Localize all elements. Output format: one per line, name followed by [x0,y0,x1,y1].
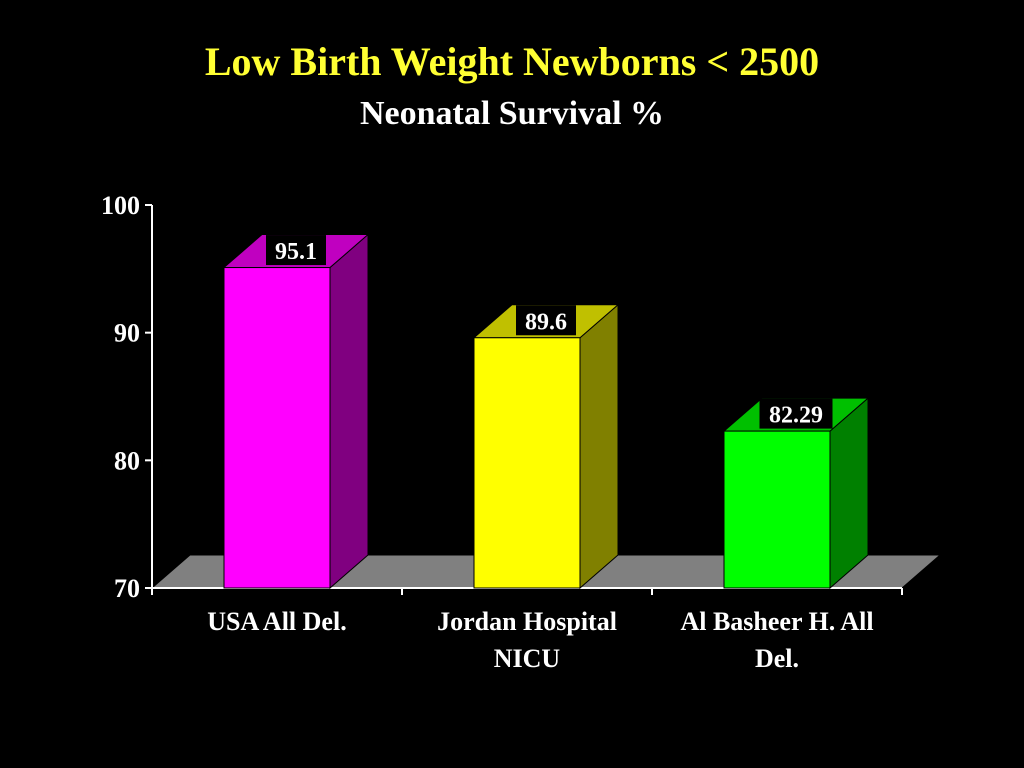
y-tick-label: 90 [114,319,140,348]
value-label-box [266,235,326,266]
value-label-box [759,398,833,429]
value-label-box [516,305,576,336]
value-label: 89.6 [525,309,567,335]
chart-title: Low Birth Weight Newborns < 2500 [204,39,820,84]
x-category-label: Al Basheer H. All [680,607,873,636]
bar [473,337,581,589]
value-label: 95.1 [275,239,317,265]
x-category-label: NICU [494,644,561,673]
x-category-label: Del. [755,644,799,673]
y-tick-label: 100 [101,191,140,220]
x-category-label: USA All Del. [207,607,346,636]
x-category-label: Jordan Hospital [437,607,617,636]
bar [723,430,831,589]
bar-side [329,233,369,590]
bar [223,267,331,589]
bar-side [579,303,619,590]
y-tick-label: 70 [114,574,140,603]
y-tick-label: 80 [114,446,140,475]
chart-subtitle: Neonatal Survival % [359,95,665,132]
value-label: 82.29 [769,403,823,429]
